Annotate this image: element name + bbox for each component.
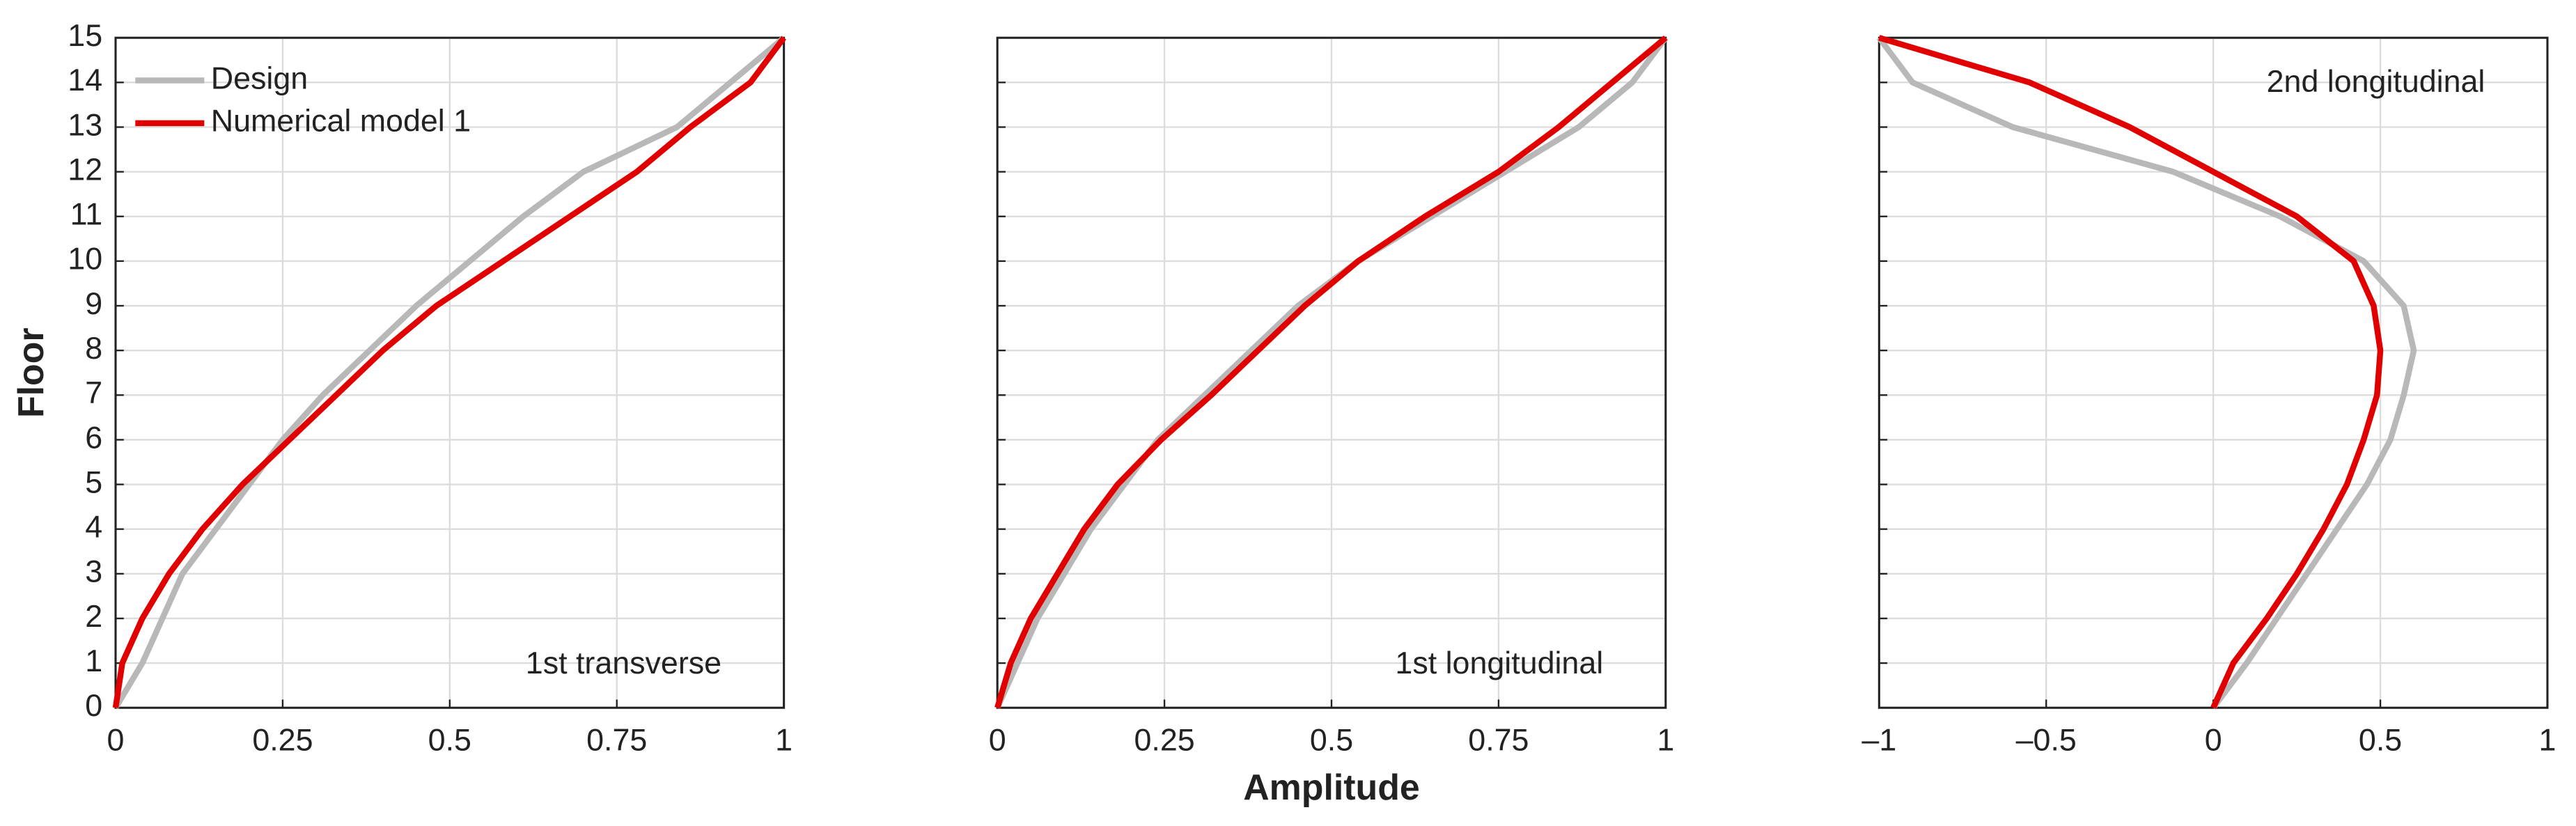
y-tick-label: 2 <box>85 599 102 634</box>
legend-label: Numerical model 1 <box>211 104 471 139</box>
y-tick-label: 8 <box>85 331 102 366</box>
x-axis-label: Amplitude <box>1243 767 1420 807</box>
annotation: 2nd longitudinal <box>2267 64 2485 99</box>
y-tick-label: 9 <box>85 286 102 321</box>
y-tick-label: 13 <box>68 107 102 142</box>
x-tick-label: 0.75 <box>1468 723 1529 758</box>
series-line <box>1878 35 2384 709</box>
plot-frame <box>114 36 786 709</box>
y-tick-label: 10 <box>68 242 102 276</box>
series-line <box>113 35 786 710</box>
y-tick-label: 7 <box>85 375 102 410</box>
x-tick-label: 0.75 <box>586 723 647 758</box>
y-tick-label: 0 <box>85 688 102 723</box>
annotation: 1st longitudinal <box>1395 646 1603 680</box>
y-tick-label: 6 <box>85 420 102 455</box>
x-tick-label: 0.25 <box>1134 723 1194 758</box>
series-line <box>994 35 1668 709</box>
y-tick-label: 4 <box>85 510 102 545</box>
y-tick-label: 12 <box>68 152 102 187</box>
y-tick-label: 3 <box>85 554 102 589</box>
x-tick-label: 0 <box>989 723 1006 758</box>
y-tick-label: 14 <box>68 63 102 98</box>
x-tick-label: 0 <box>107 723 125 758</box>
x-tick-label: 1 <box>2539 723 2557 758</box>
y-tick-label: 1 <box>85 644 102 678</box>
x-tick-label: 1 <box>775 723 793 758</box>
y-tick-label: 15 <box>68 18 102 53</box>
plot-frame <box>996 36 1667 709</box>
x-tick-label: 0.5 <box>428 723 471 758</box>
x-tick-label: 0.5 <box>2359 723 2402 758</box>
y-axis-label: Floor <box>10 327 51 418</box>
y-tick-label: 11 <box>70 197 103 232</box>
series-line <box>112 36 787 708</box>
x-tick-label: –0.5 <box>2016 723 2077 758</box>
x-tick-label: –1 <box>1861 723 1896 758</box>
x-tick-label: 0.5 <box>1310 723 1353 758</box>
x-tick-label: 1 <box>1657 723 1674 758</box>
series-line <box>1876 36 2417 710</box>
x-tick-label: 0 <box>2205 723 2222 758</box>
x-tick-label: 0.25 <box>252 723 313 758</box>
legend-label: Design <box>211 61 308 95</box>
series-line <box>994 36 1669 709</box>
y-tick-label: 5 <box>85 465 102 499</box>
annotation: 1st transverse <box>526 646 721 680</box>
